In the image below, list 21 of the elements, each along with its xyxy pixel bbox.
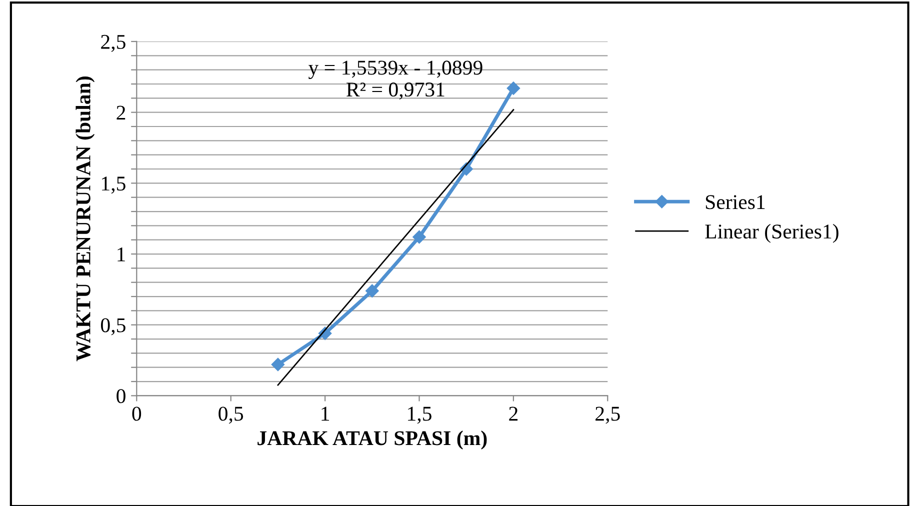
y-tick-label: 2,5: [101, 34, 126, 52]
y-tick-label: 0,5: [100, 318, 126, 336]
point: [412, 230, 426, 244]
x-axis-title: JARAK ATAU SPASI (m): [258, 430, 487, 450]
legend-label: Series1: [706, 195, 765, 210]
x-tick-label: 1: [322, 406, 330, 421]
x-tick-label: 0: [132, 406, 142, 421]
point: [366, 284, 379, 298]
legend-label: Linear (Series1): [705, 224, 838, 243]
y-tick-label: 2: [116, 106, 126, 120]
x-tick-label: 0,5: [218, 406, 244, 424]
y-axis-title: WAKTU PENURUNAN (bulan): [76, 76, 95, 362]
annotation: y = 1,5539x - 1,0899 R² = 0,9731: [308, 60, 482, 100]
y-tick-label: 1: [118, 247, 125, 262]
point: [506, 82, 520, 95]
x-tick-label: 2: [509, 406, 518, 421]
y-tick-label: 1,5: [102, 176, 126, 194]
y-tick-label: 0: [116, 389, 126, 404]
x-tick-label: 1,5: [408, 406, 432, 424]
point: [271, 358, 285, 372]
x-tick-label: 2,5: [596, 406, 620, 424]
